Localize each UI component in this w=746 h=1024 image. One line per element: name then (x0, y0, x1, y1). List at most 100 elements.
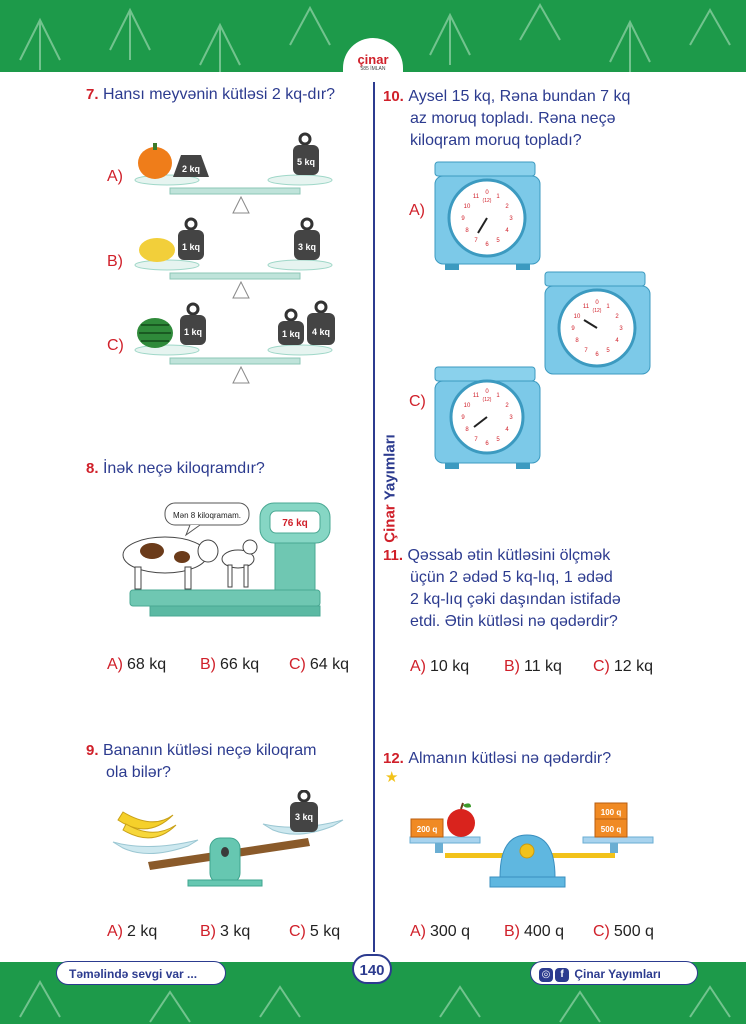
brand-text: Çinar Yayımları (574, 967, 661, 981)
option-value: 500 q (613, 923, 654, 940)
question-text-line2: ola bilər? (106, 764, 171, 781)
question-number: 11. (383, 547, 404, 564)
question-text: Almanın kütləsi nə qədərdir? (408, 750, 612, 767)
scale-reading: 76 kq (282, 518, 308, 529)
option-value: 64 kq (309, 656, 350, 673)
weight-icon (294, 230, 320, 260)
facebook-icon[interactable]: f (555, 967, 569, 982)
dial-scale-b (544, 271, 651, 375)
publisher-logo: çinar 585 İMLAN (343, 38, 403, 82)
weight-icon (278, 321, 304, 345)
option-a[interactable]: A) 10 kq (410, 658, 469, 676)
option-letter-c: C) (409, 393, 426, 410)
option-letter: B) (504, 923, 520, 940)
weight-label: 100 q (601, 808, 622, 817)
melon-icon (139, 238, 175, 262)
weight-label: 1 kq (184, 327, 202, 337)
banana-icon (117, 811, 174, 830)
goat-icon (221, 549, 255, 569)
question-number: 10. (383, 88, 404, 105)
option-value: 2 kq (127, 923, 158, 940)
option-value: 66 kq (220, 656, 260, 673)
option-c[interactable]: C) 5 kq (289, 923, 340, 941)
column-divider (373, 82, 375, 952)
option-letter: C) (593, 923, 610, 940)
option-letter: C) (289, 656, 306, 673)
q10-dial-scales: 0 1 2 3 4 5 6 7 8 9 10 11 (12) (434, 161, 651, 469)
banana-balance: 3 kq (112, 790, 344, 887)
option-b[interactable]: B) 3 kq (200, 923, 250, 941)
option-value: 300 q (430, 923, 471, 940)
question-text-line4: etdi. Ətin kütləsi nə qədərdir? (410, 613, 618, 630)
weight-label: 3 kq (298, 242, 316, 252)
page-number: 140 (352, 954, 392, 984)
option-c[interactable]: C) 64 kq (289, 656, 349, 674)
instagram-icon[interactable]: ◎ (539, 967, 553, 982)
option-letter: C) (289, 923, 306, 940)
option-c[interactable]: C) 12 kq (593, 658, 653, 676)
cow-scale-illustration: Mən 8 kiloqramam. 76 kq (122, 502, 331, 617)
apple-icon (447, 809, 475, 837)
weight-label: 1 kq (182, 242, 200, 252)
balance-a: 2 kq 5 kq (134, 132, 333, 214)
option-a[interactable]: A) 2 kq (107, 923, 157, 941)
weight-label: 2 kq (182, 164, 200, 174)
weight-label: 1 kq (282, 329, 300, 339)
question-text-line3: 2 kq-lıq çəki daşından istifadə (410, 591, 621, 608)
option-letter: C) (593, 658, 610, 675)
side-label-part2: Yayımları (381, 434, 399, 501)
option-letter: A) (107, 656, 123, 673)
option-letter: B) (200, 923, 216, 940)
option-letter-a: A) (107, 168, 123, 185)
option-a[interactable]: A) 300 q (410, 923, 470, 941)
option-letter: B) (200, 656, 216, 673)
weight-label: 5 kq (297, 157, 315, 167)
weight-icon (180, 315, 206, 345)
option-letter: A) (410, 923, 426, 940)
question-text-line3: kiloqram moruq topladı? (410, 132, 582, 149)
question-number: 7. (86, 86, 99, 103)
weight-label: 4 kq (312, 327, 330, 337)
weight-icon (293, 145, 319, 175)
question-text-line2: üçün 2 ədəd 5 kq-lıq, 1 ədəd (410, 569, 613, 586)
option-letter: A) (107, 923, 123, 940)
question-text-line2: az moruq topladı. Rəna neçə (410, 110, 616, 127)
balance-b: 1 kq 3 kq (134, 217, 333, 299)
option-b[interactable]: B) 11 kq (504, 658, 562, 676)
option-value: 5 kq (309, 923, 341, 940)
weight-label: 200 q (417, 825, 438, 834)
apple-balance: 200 q 100 q 500 q (409, 802, 654, 888)
dial-scale-a (434, 161, 541, 270)
option-b[interactable]: B) 400 q (504, 923, 564, 941)
option-value: 12 kq (613, 658, 654, 675)
leaf-pattern (19, 979, 731, 1023)
dial-scale-c (434, 366, 541, 469)
option-value: 400 q (524, 923, 565, 940)
logo-subtext: 585 İMLAN (360, 66, 386, 72)
speech-bubble: Mən 8 kiloqramam. (173, 511, 241, 520)
question-7: 7. Hansı meyvənin kütləsi 2 kq-dır? (86, 84, 335, 106)
option-c[interactable]: C) 500 q (593, 923, 654, 941)
footer-brand: ◎ f Çinar Yayımları (530, 961, 698, 985)
pumpkin-icon (138, 147, 172, 179)
question-9: 9. Bananın kütləsi neçə kiloqram ola bil… (86, 740, 316, 784)
weight-icon (307, 313, 335, 345)
logo-text: çinar (357, 52, 389, 67)
question-11: 11. Qəssab ətin kütləsini ölçmək üçün 2 … (383, 545, 621, 633)
option-letter-b: B) (107, 253, 123, 270)
leaf-pattern (19, 2, 731, 72)
weight-icon (178, 230, 204, 260)
option-letter-c: C) (107, 337, 124, 354)
side-label-part1: Çinar (381, 504, 399, 543)
option-letter-a: A) (409, 202, 425, 219)
question-text-line1: Aysel 15 kq, Rəna bundan 7 kq (408, 88, 631, 105)
option-a[interactable]: A) 68 kq (107, 656, 166, 674)
option-b[interactable]: B) 66 kq (200, 656, 259, 674)
option-value: 11 kq (524, 658, 562, 675)
question-text-line1: Bananın kütləsi neçə kiloqram (102, 742, 317, 759)
balance-c: 1 kq 1 kq 4 kq (134, 300, 335, 384)
option-letter: A) (410, 658, 426, 675)
q7-balances: 2 kq 5 kq 1 kq 3 kq 1 kq 1 kq 4 kq (134, 132, 335, 384)
weight-label: 3 kq (295, 812, 313, 822)
option-letter: B) (504, 658, 520, 675)
